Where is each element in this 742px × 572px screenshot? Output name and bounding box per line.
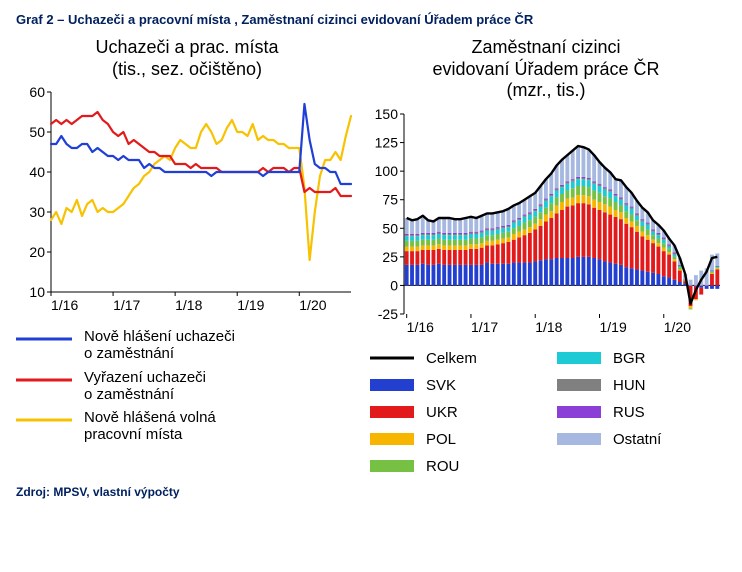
legend-item: HUN bbox=[557, 377, 726, 394]
legend-swatch bbox=[557, 406, 601, 418]
right-chart-legend: Celkem BGR SVK HUN UKR RUS POL Ostatní ROU bbox=[366, 350, 726, 475]
legend-label: RUS bbox=[613, 404, 645, 421]
legend-label: UKR bbox=[426, 404, 458, 421]
legend-item: Nově hlášená volná pracovní místa bbox=[16, 409, 358, 444]
svg-text:50: 50 bbox=[382, 220, 398, 236]
legend-label: BGR bbox=[613, 350, 646, 367]
legend-swatch bbox=[370, 460, 414, 472]
left-chart-title: Uchazeči a prac. místa (tis., sez. očišt… bbox=[95, 37, 278, 80]
svg-text:1/16: 1/16 bbox=[51, 297, 78, 313]
legend-label: Nově hlášení uchazeči o zaměstnání bbox=[84, 328, 235, 363]
legend-item: RUS bbox=[557, 404, 726, 421]
left-chart-column: Uchazeči a prac. místa (tis., sez. očišt… bbox=[16, 37, 358, 475]
right-chart-column: Zaměstnaní cizinci evidovaní Úřadem prác… bbox=[366, 37, 726, 475]
legend-item: Ostatní bbox=[557, 431, 726, 448]
legend-label: Nově hlášená volná pracovní místa bbox=[84, 409, 216, 444]
svg-text:1/17: 1/17 bbox=[113, 297, 140, 313]
legend-swatch bbox=[16, 373, 72, 387]
legend-swatch bbox=[16, 332, 72, 346]
right-chart-plot: -25 0 25 50 75 100 125 150 1/16 1/17 1/18 1/19 1/20 bbox=[366, 108, 726, 338]
svg-text:1/17: 1/17 bbox=[471, 319, 498, 335]
charts-row: Uchazeči a prac. místa (tis., sez. očišt… bbox=[16, 37, 726, 475]
legend-label: Vyřazení uchazeči o zaměstnání bbox=[84, 369, 206, 404]
svg-text:75: 75 bbox=[382, 191, 398, 207]
legend-swatch bbox=[370, 352, 414, 364]
svg-text:30: 30 bbox=[29, 204, 45, 220]
svg-text:1/20: 1/20 bbox=[664, 319, 691, 335]
legend-swatch bbox=[370, 406, 414, 418]
svg-text:20: 20 bbox=[29, 244, 45, 260]
legend-swatch bbox=[557, 352, 601, 364]
right-chart-title: Zaměstnaní cizinci evidovaní Úřadem prác… bbox=[432, 37, 659, 102]
svg-text:10: 10 bbox=[29, 284, 45, 300]
svg-text:-25: -25 bbox=[378, 306, 398, 322]
left-chart-plot: 10 20 30 40 50 60 1/16 1/17 1/18 1/19 1/20 bbox=[17, 86, 357, 316]
legend-label: HUN bbox=[613, 377, 646, 394]
legend-item: Nově hlášení uchazeči o zaměstnání bbox=[16, 328, 358, 363]
left-chart-legend: Nově hlášení uchazeči o zaměstnání Vyřaze… bbox=[16, 328, 358, 444]
legend-label: SVK bbox=[426, 377, 456, 394]
svg-text:40: 40 bbox=[29, 164, 45, 180]
legend-item: UKR bbox=[370, 404, 539, 421]
svg-text:1/20: 1/20 bbox=[299, 297, 326, 313]
legend-item: SVK bbox=[370, 377, 539, 394]
svg-text:125: 125 bbox=[375, 134, 399, 150]
legend-item: Vyřazení uchazeči o zaměstnání bbox=[16, 369, 358, 404]
svg-text:1/16: 1/16 bbox=[407, 319, 434, 335]
legend-swatch bbox=[16, 413, 72, 427]
svg-text:50: 50 bbox=[29, 124, 45, 140]
svg-text:150: 150 bbox=[375, 108, 399, 122]
legend-item: ROU bbox=[370, 458, 539, 475]
svg-text:25: 25 bbox=[382, 249, 398, 265]
legend-label: Celkem bbox=[426, 350, 477, 367]
svg-text:100: 100 bbox=[375, 163, 399, 179]
svg-text:1/19: 1/19 bbox=[599, 319, 626, 335]
legend-item: Celkem bbox=[370, 350, 539, 367]
source-note: Zdroj: MPSV, vlastní výpočty bbox=[16, 485, 726, 499]
legend-swatch bbox=[557, 433, 601, 445]
legend-item: BGR bbox=[557, 350, 726, 367]
legend-label: POL bbox=[426, 431, 456, 448]
svg-text:1/18: 1/18 bbox=[175, 297, 202, 313]
legend-swatch bbox=[370, 379, 414, 391]
legend-label: Ostatní bbox=[613, 431, 661, 448]
legend-item: POL bbox=[370, 431, 539, 448]
svg-text:1/19: 1/19 bbox=[237, 297, 264, 313]
svg-text:60: 60 bbox=[29, 86, 45, 100]
legend-label: ROU bbox=[426, 458, 459, 475]
figure-title: Graf 2 – Uchazeči a pracovní místa , Zam… bbox=[16, 12, 726, 27]
legend-swatch bbox=[370, 433, 414, 445]
legend-swatch bbox=[557, 379, 601, 391]
svg-text:0: 0 bbox=[390, 277, 398, 293]
svg-text:1/18: 1/18 bbox=[535, 319, 562, 335]
